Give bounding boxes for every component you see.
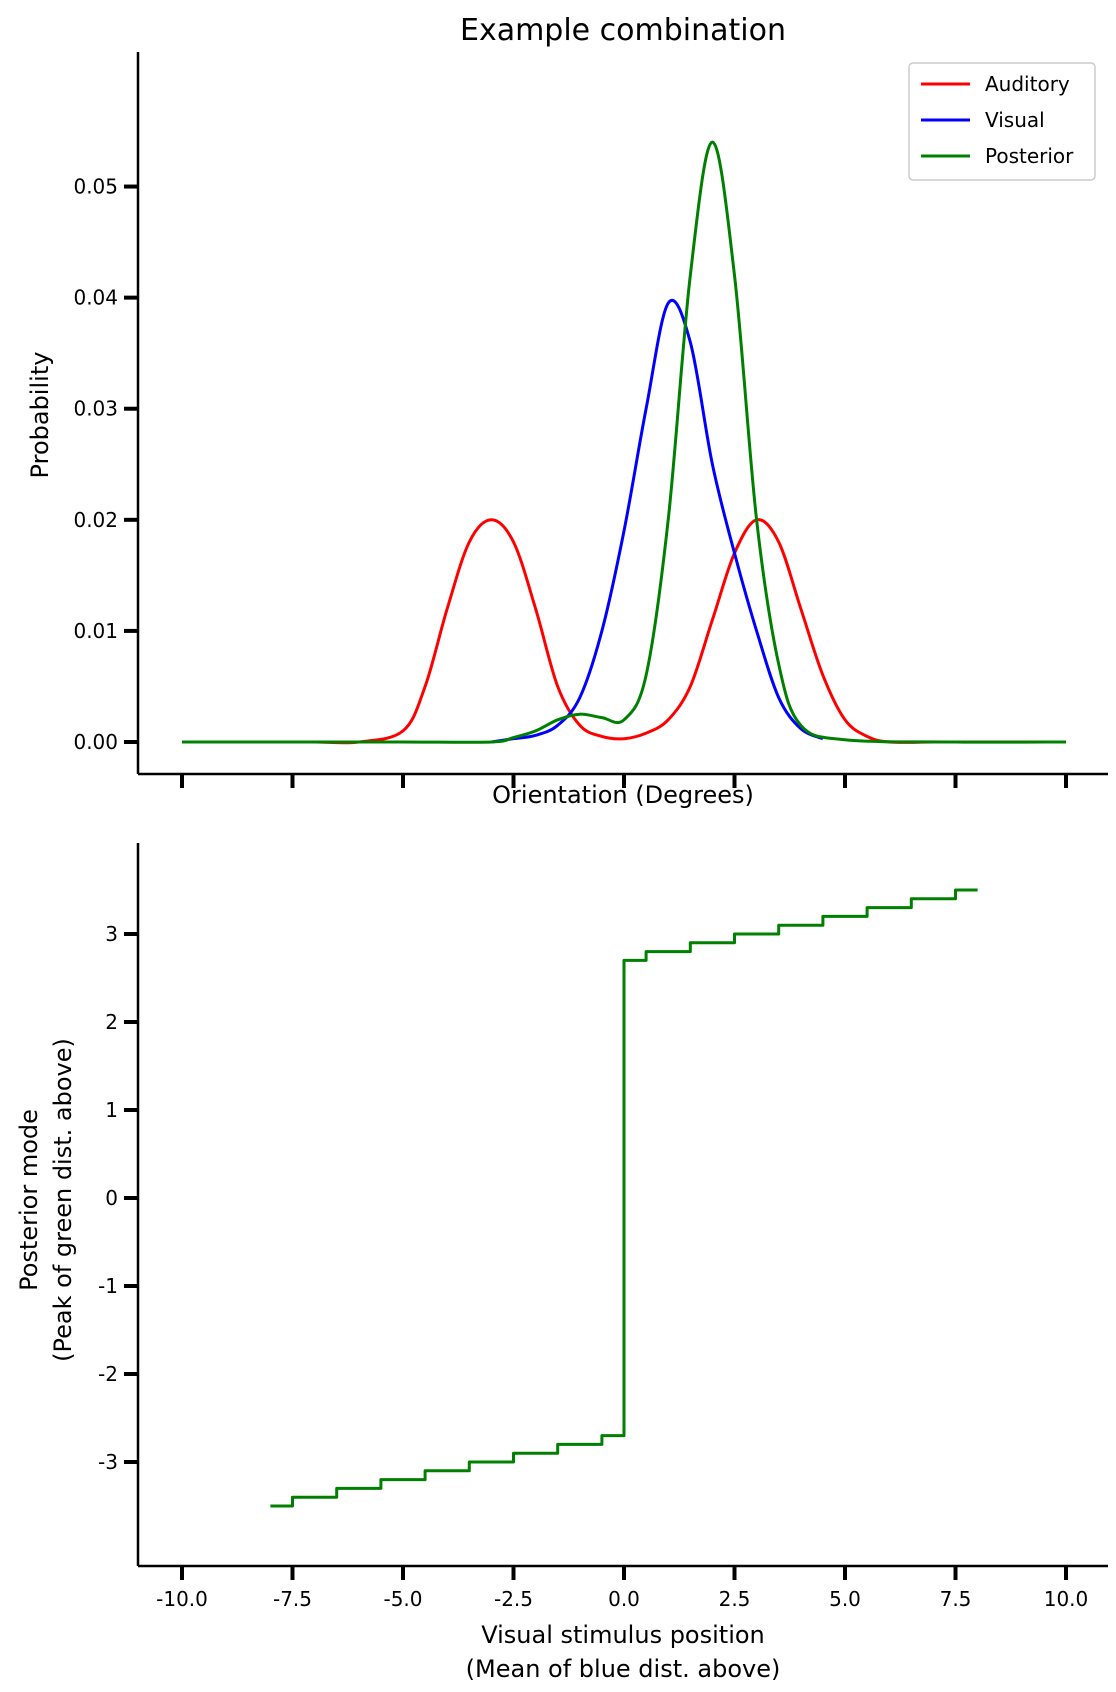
chart-title: Example combination [460,13,786,48]
posterior-mode-series-line [270,888,978,1508]
bottom-x-axis-label-line: Visual stimulus position [481,1621,765,1649]
y-tick-label: 1 [105,1098,118,1122]
bottom-axes: -3 -2 -1 0 1 2 3 -10.0 -7.5 -5.0 -2.5 0.0 2.5 5.0 7.5 1… [98,843,1108,1611]
top-y-axis-label: Probability [26,352,54,479]
legend: Auditory Visual Posterior [908,62,1096,181]
x-tick-label: -7.5 [273,1587,312,1611]
x-tick-label: 0.0 [608,1587,640,1611]
x-tick-label: -5.0 [383,1587,422,1611]
x-tick-label: 10.0 [1044,1587,1089,1611]
bottom-y-axis-label-line: (Peak of green dist. above) [49,1038,77,1362]
y-tick-label: -3 [98,1450,118,1474]
auditory-series-line [181,518,1066,745]
x-tick-label: 2.5 [719,1587,751,1611]
x-tick-label: -10.0 [156,1587,208,1611]
y-tick-label: 0.03 [73,397,118,421]
posterior-series-line [181,140,1067,744]
top-panel: 0.00 0.01 0.02 0.03 0.04 0.05 Orientation (De… [26,52,1108,809]
x-tick-label: 5.0 [829,1587,861,1611]
bottom-y-axis-label-line: Posterior mode [15,1109,43,1291]
legend-label-posterior: Posterior [985,144,1074,168]
bottom-panel: -3 -2 -1 0 1 2 3 -10.0 -7.5 -5.0 -2.5 0.0 2.5 5.0 7.5 1… [15,843,1108,1683]
y-tick-label: 2 [105,1010,118,1034]
legend-label-visual: Visual [985,108,1045,132]
legend-label-auditory: Auditory [985,72,1070,96]
y-tick-label: 0.04 [73,286,118,310]
y-tick-label: 0.02 [73,508,118,532]
y-tick-label: -2 [98,1362,118,1386]
y-tick-label: 3 [105,922,118,946]
bottom-x-axis-label-line: (Mean of blue dist. above) [466,1655,781,1683]
y-tick-label: 0.00 [73,730,118,754]
y-tick-label: 0 [105,1186,118,1210]
legend-box [908,62,1096,181]
visual-series-line [491,299,824,744]
x-tick-label: -2.5 [494,1587,533,1611]
bottom-x-axis-label: Visual stimulus position (Mean of blue di… [466,1621,781,1683]
y-tick-label: 0.05 [73,175,118,199]
x-tick-label: 7.5 [940,1587,972,1611]
top-axes: 0.00 0.01 0.02 0.03 0.04 0.05 [73,52,1108,788]
bottom-series [270,888,978,1508]
y-tick-label: -1 [98,1274,118,1298]
top-series [181,140,1067,745]
y-tick-label: 0.01 [73,619,118,643]
top-x-axis-label: Orientation (Degrees) [492,781,754,809]
